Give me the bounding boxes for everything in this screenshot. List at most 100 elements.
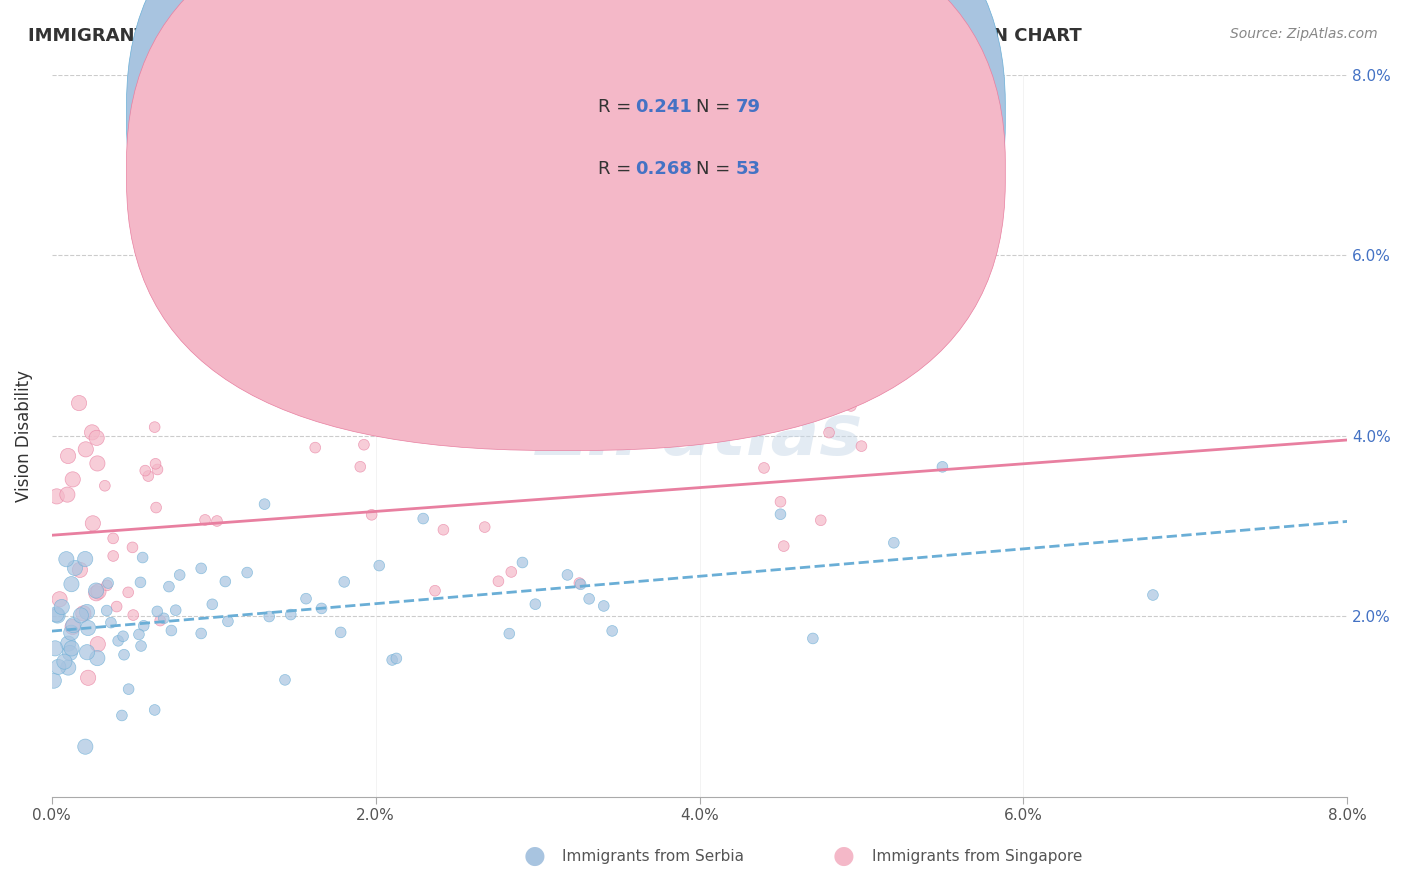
Point xyxy=(295,591,318,606)
Point xyxy=(569,577,592,591)
Point xyxy=(145,457,167,471)
Point xyxy=(60,641,83,656)
Point xyxy=(128,627,150,641)
Point xyxy=(349,459,371,474)
Point xyxy=(107,633,129,648)
Point xyxy=(752,461,775,475)
Point xyxy=(432,523,454,537)
Point xyxy=(53,655,76,669)
Point xyxy=(69,563,91,577)
Point xyxy=(56,487,79,501)
Point xyxy=(592,599,614,613)
Point xyxy=(56,449,79,463)
Point xyxy=(152,611,174,625)
Point xyxy=(381,653,404,667)
Point xyxy=(76,645,98,659)
Text: 79: 79 xyxy=(735,98,761,116)
Point xyxy=(48,592,70,607)
Text: ●: ● xyxy=(523,845,546,868)
Point xyxy=(42,673,65,688)
Point xyxy=(72,607,94,621)
Text: ZIPatlas: ZIPatlas xyxy=(536,401,863,470)
Point xyxy=(143,420,166,434)
Point xyxy=(576,357,599,371)
Point xyxy=(75,442,97,457)
Point xyxy=(201,597,224,611)
Point xyxy=(86,457,108,471)
Text: Immigrants from Serbia: Immigrants from Serbia xyxy=(562,849,744,863)
Text: Source: ZipAtlas.com: Source: ZipAtlas.com xyxy=(1230,27,1378,41)
Point xyxy=(769,495,792,509)
Point xyxy=(385,651,408,665)
Point xyxy=(58,660,80,674)
Point xyxy=(280,607,302,622)
Point xyxy=(67,396,90,410)
Point xyxy=(117,682,139,697)
Point xyxy=(62,620,84,634)
Point xyxy=(62,472,84,486)
Point xyxy=(96,578,118,592)
Point xyxy=(86,651,108,665)
Point xyxy=(474,520,496,534)
Point xyxy=(851,439,873,453)
Point xyxy=(112,648,135,662)
Point xyxy=(353,438,375,452)
Point xyxy=(578,591,600,606)
Point xyxy=(75,552,97,566)
Point xyxy=(62,618,84,632)
Point xyxy=(214,574,236,589)
Point xyxy=(86,431,108,445)
Point xyxy=(103,549,125,563)
Point xyxy=(423,583,446,598)
Point xyxy=(51,599,73,614)
Point xyxy=(136,469,159,483)
Point xyxy=(63,561,86,575)
Point xyxy=(257,609,280,624)
Text: N =: N = xyxy=(696,98,735,116)
Point xyxy=(58,637,80,651)
Point xyxy=(132,619,155,633)
Point xyxy=(96,603,118,617)
Point xyxy=(165,603,187,617)
Point xyxy=(149,614,172,628)
Point xyxy=(111,708,134,723)
Point xyxy=(498,626,520,640)
Point xyxy=(97,576,120,591)
Point xyxy=(129,575,152,590)
Point xyxy=(44,641,66,656)
Point xyxy=(70,608,93,623)
Point xyxy=(101,532,124,546)
Point xyxy=(146,462,169,476)
Point xyxy=(883,535,905,549)
Text: R =: R = xyxy=(598,98,637,116)
Point xyxy=(46,608,69,623)
Point xyxy=(112,629,135,643)
Point xyxy=(80,425,103,440)
Point xyxy=(512,556,534,570)
Text: 53: 53 xyxy=(735,161,761,178)
Point xyxy=(134,464,156,478)
Point xyxy=(1142,588,1164,602)
Point xyxy=(772,539,794,553)
Point xyxy=(45,607,67,622)
Point xyxy=(129,639,152,653)
Point xyxy=(105,599,128,614)
Point xyxy=(557,568,579,582)
Text: ●: ● xyxy=(832,845,855,868)
Point xyxy=(59,646,82,660)
Point xyxy=(568,576,591,591)
Point xyxy=(60,625,83,640)
Point xyxy=(76,605,98,619)
Point xyxy=(146,604,169,618)
Point xyxy=(194,513,217,527)
Text: IMMIGRANTS FROM SERBIA VS IMMIGRANTS FROM SINGAPORE VISION DISABILITY CORRELATIO: IMMIGRANTS FROM SERBIA VS IMMIGRANTS FRO… xyxy=(28,27,1081,45)
Point xyxy=(94,479,117,493)
Point xyxy=(486,574,509,589)
Point xyxy=(190,626,212,640)
Point xyxy=(190,561,212,575)
Point xyxy=(55,552,77,566)
Point xyxy=(801,632,824,646)
Point xyxy=(84,586,107,600)
Point xyxy=(839,399,862,413)
Point xyxy=(304,441,326,455)
